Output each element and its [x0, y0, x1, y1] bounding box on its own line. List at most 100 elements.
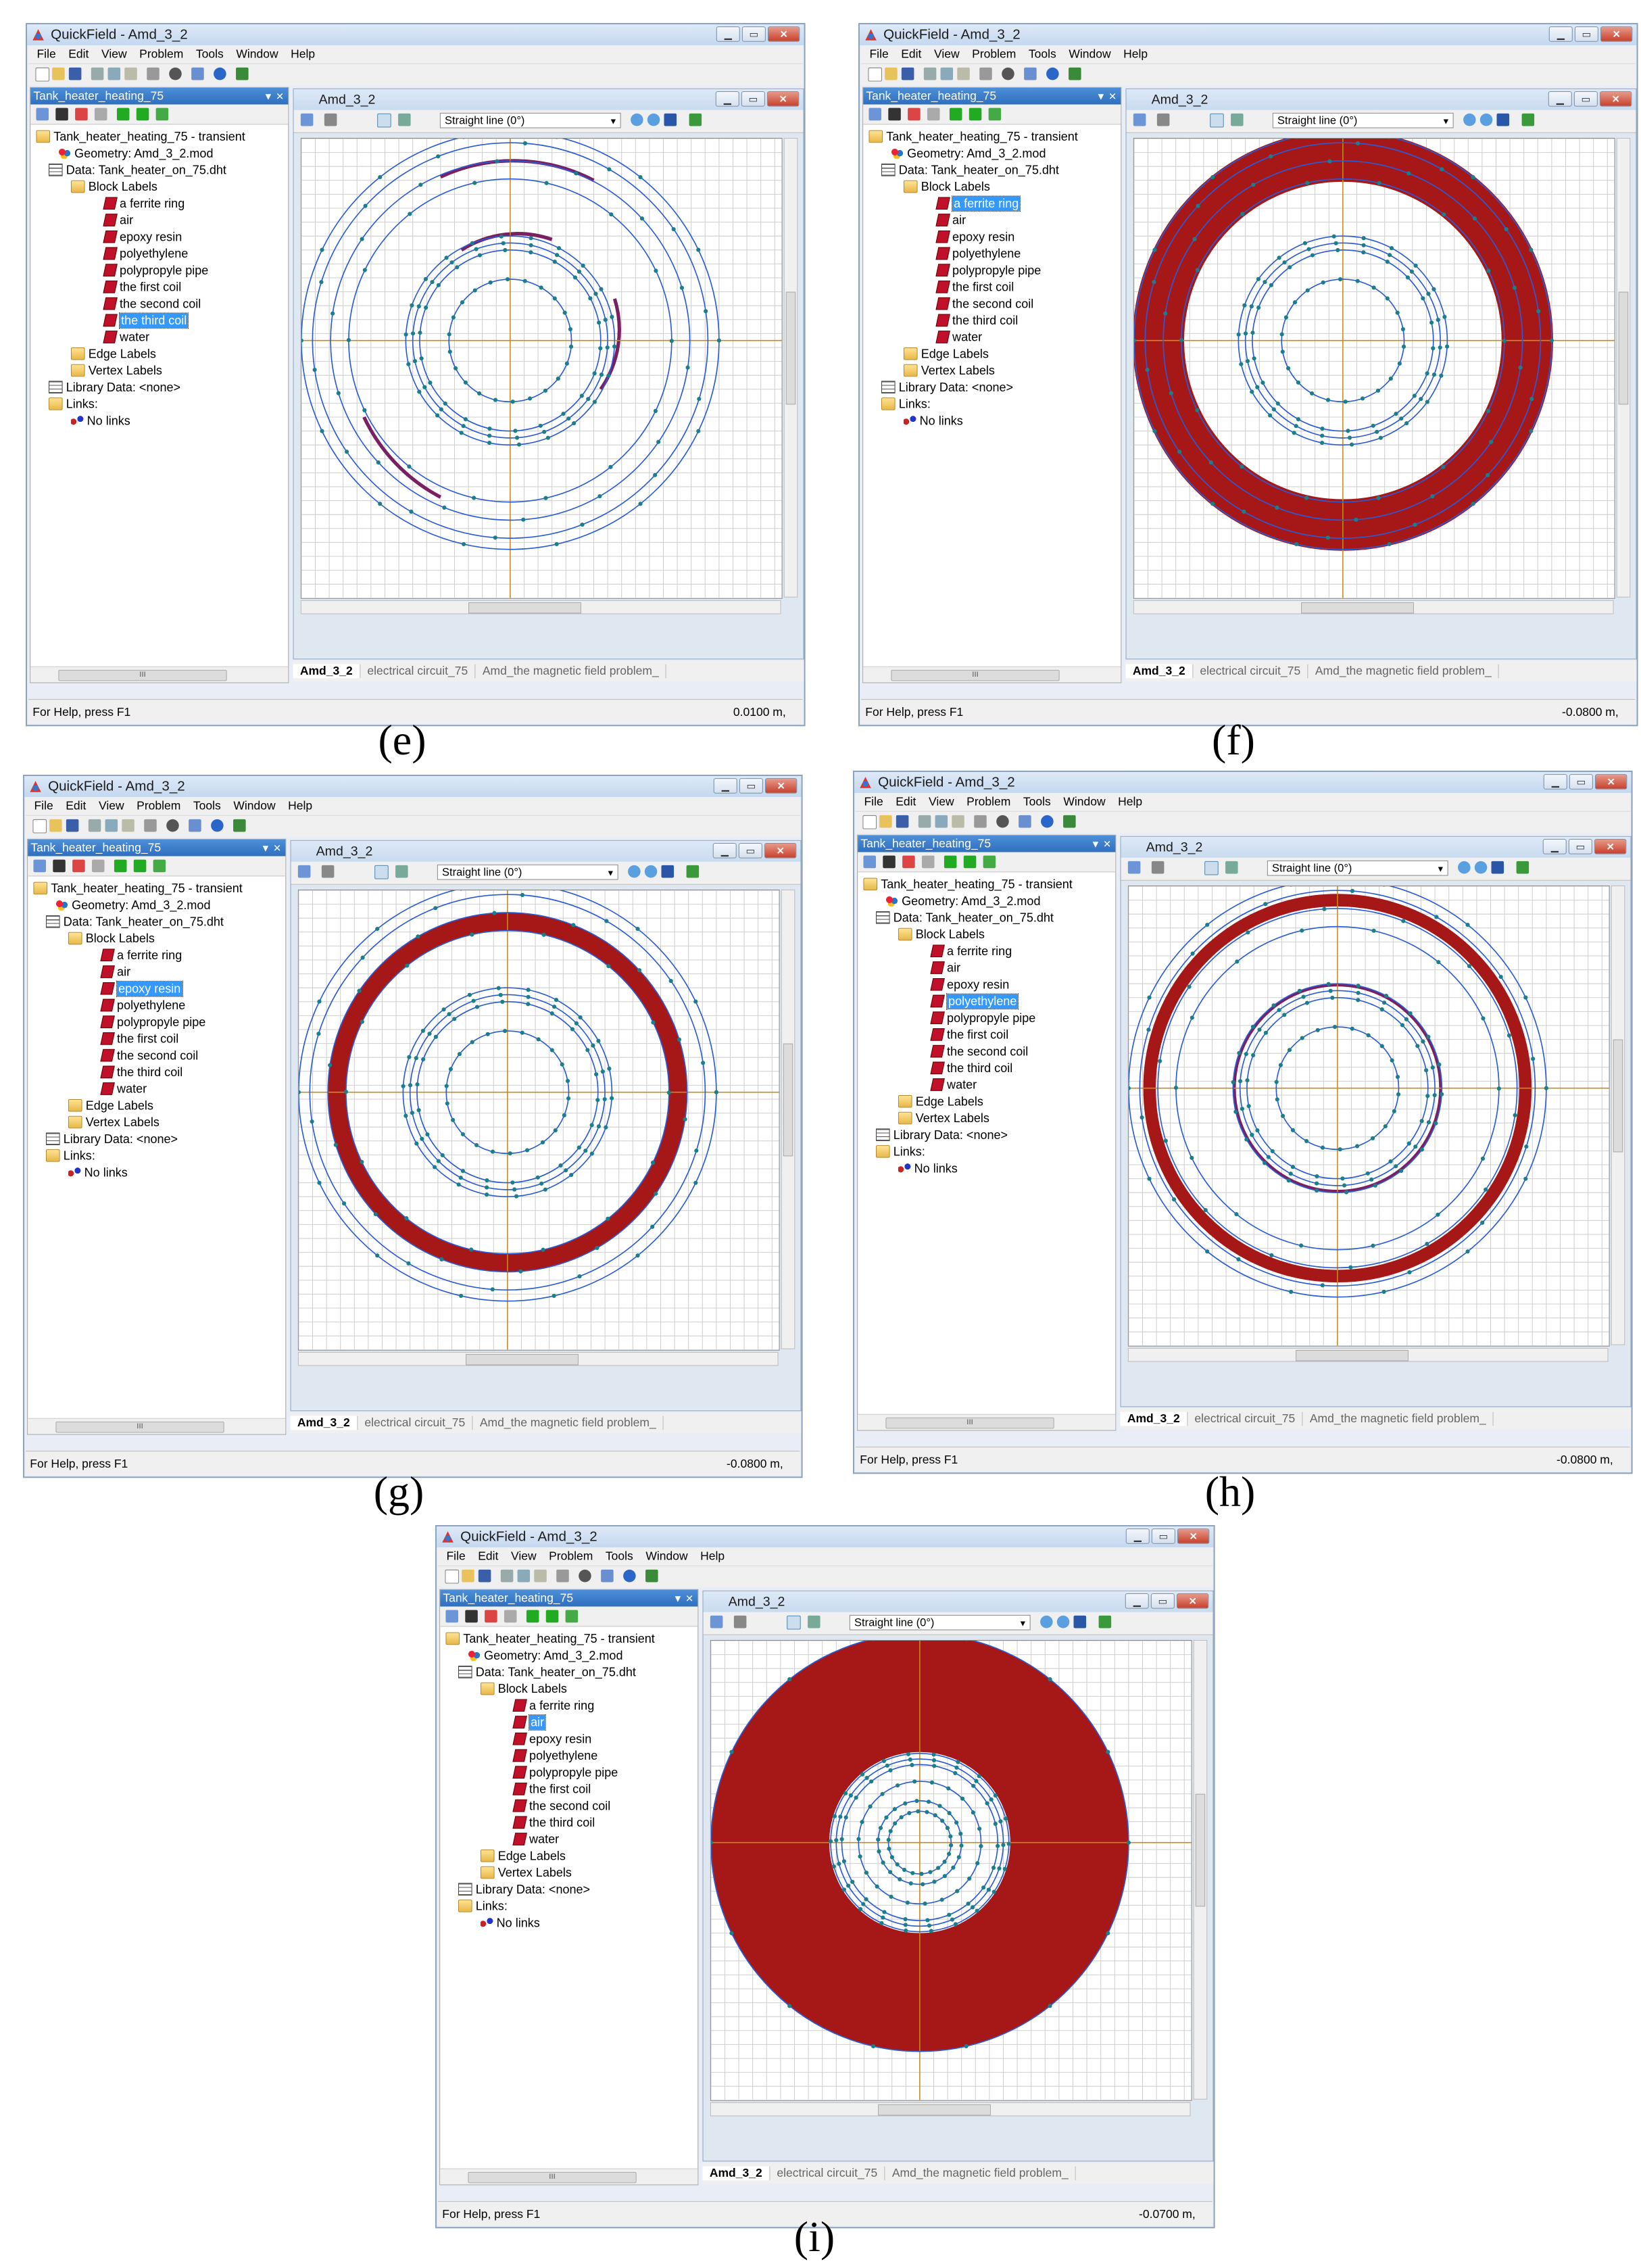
solve-icon[interactable]: [133, 859, 147, 873]
menu-file[interactable]: File: [34, 799, 53, 813]
print-icon[interactable]: [979, 67, 992, 80]
tree-block-label-selected[interactable]: a ferrite ring: [935, 195, 1021, 212]
geometry-tool-icon[interactable]: [72, 859, 85, 873]
copy-icon[interactable]: [107, 67, 121, 80]
open-folder-icon[interactable]: [879, 815, 892, 828]
view-mode-icon[interactable]: [1127, 861, 1141, 874]
menu-problem[interactable]: Problem: [549, 1549, 593, 1563]
tree-block-label[interactable]: the second coil: [935, 295, 1033, 312]
explorer-scroll-thumb[interactable]: III: [58, 669, 227, 681]
paste-icon[interactable]: [122, 819, 134, 832]
save-problem-icon[interactable]: [55, 107, 68, 121]
properties-icon[interactable]: [927, 107, 940, 121]
equals-icon[interactable]: [526, 1610, 539, 1623]
select-pointer-icon[interactable]: [377, 113, 391, 128]
menu-view[interactable]: View: [933, 47, 960, 61]
tree-links[interactable]: Links:: [48, 395, 98, 412]
doc-maximize-button[interactable]: ▭: [741, 91, 765, 107]
equals-icon[interactable]: [116, 107, 130, 121]
tree-block-label[interactable]: polyethylene: [512, 1747, 597, 1764]
menu-window[interactable]: Window: [236, 47, 278, 61]
canvas-vscroll-thumb[interactable]: [783, 1043, 793, 1157]
geometry-tool-icon[interactable]: [908, 107, 921, 121]
explorer-horizontal-scrollbar[interactable]: III: [440, 2168, 698, 2185]
print-icon[interactable]: [974, 815, 987, 828]
explorer-scroll-thumb[interactable]: III: [55, 1421, 224, 1433]
line-type-select[interactable]: Straight line (0°) ▼: [849, 1614, 1031, 1631]
explorer-horizontal-scrollbar[interactable]: III: [30, 666, 289, 683]
tab-amd-3-2[interactable]: Amd_3_2: [1125, 664, 1194, 679]
menu-tools[interactable]: Tools: [1028, 47, 1056, 61]
menu-view[interactable]: View: [101, 47, 127, 61]
tree-block-label[interactable]: epoxy resin: [103, 228, 182, 245]
tree-library-data[interactable]: Library Data: <none>: [881, 379, 1013, 395]
select-pointer-icon[interactable]: [1210, 113, 1224, 128]
gear-icon[interactable]: [996, 815, 1009, 828]
tab-amd-3-2[interactable]: Amd_3_2: [290, 1416, 358, 1430]
maximize-button[interactable]: ▭: [739, 778, 763, 794]
select-pointer-icon[interactable]: [787, 1615, 801, 1630]
tree-block-label[interactable]: polyethylene: [100, 997, 185, 1014]
geometry-tool-icon[interactable]: [902, 855, 915, 869]
maximize-button[interactable]: ▭: [1574, 26, 1598, 42]
menu-tools[interactable]: Tools: [193, 799, 221, 813]
tree-block-label[interactable]: air: [103, 212, 133, 228]
help-icon[interactable]: [1046, 67, 1059, 80]
canvas-vscroll-thumb[interactable]: [785, 291, 796, 405]
explorer-close-icon[interactable]: ▼ ✕: [672, 1592, 694, 1604]
mesh-icon[interactable]: [689, 113, 702, 126]
minimize-button[interactable]: ▁: [1125, 1528, 1150, 1544]
doc-close-button[interactable]: ✕: [1599, 91, 1632, 107]
paste-icon[interactable]: [952, 815, 964, 828]
solve-icon[interactable]: [136, 107, 149, 121]
tree-edge-labels[interactable]: Edge Labels: [68, 1097, 153, 1114]
cut-icon[interactable]: [91, 67, 104, 80]
menu-help[interactable]: Help: [1123, 47, 1148, 61]
tree-no-links[interactable]: No links: [70, 412, 130, 429]
menu-edit[interactable]: Edit: [478, 1549, 499, 1563]
tree-block-label-selected[interactable]: air: [512, 1714, 547, 1731]
view-icon[interactable]: [445, 1610, 458, 1623]
doc-close-button[interactable]: ✕: [1176, 1593, 1209, 1609]
context-help-icon[interactable]: [189, 819, 201, 832]
tree-block-label[interactable]: polyethylene: [103, 245, 188, 262]
save-problem-icon[interactable]: [53, 859, 66, 873]
menu-edit[interactable]: Edit: [901, 47, 922, 61]
menu-help[interactable]: Help: [700, 1549, 725, 1563]
canvas-hscroll-thumb[interactable]: [468, 602, 581, 614]
tree-block-label[interactable]: polypropyle pipe: [930, 1009, 1035, 1026]
tree-edge-labels[interactable]: Edge Labels: [70, 345, 156, 362]
results-icon[interactable]: [565, 1610, 579, 1623]
tree-block-label[interactable]: the second coil: [103, 295, 201, 312]
tab-magnetic-field-problem[interactable]: Amd_the magnetic field problem_: [1308, 664, 1500, 679]
zoom-fit-icon[interactable]: [664, 113, 677, 126]
tab-electrical-circuit[interactable]: electrical circuit_75: [770, 2166, 885, 2181]
explorer-horizontal-scrollbar[interactable]: III: [28, 1418, 286, 1434]
tree-block-label[interactable]: polypropyle pipe: [100, 1013, 205, 1030]
canvas-vscroll-thumb[interactable]: [1618, 291, 1629, 405]
tree-data[interactable]: Data: Tank_heater_on_75.dht: [48, 162, 226, 178]
results-icon[interactable]: [988, 107, 1002, 121]
zoom-in-icon[interactable]: [1458, 861, 1471, 874]
menu-help[interactable]: Help: [291, 47, 316, 61]
tree-problem[interactable]: Tank_heater_heating_75 - transient: [445, 1631, 655, 1647]
cut-icon[interactable]: [918, 815, 931, 828]
gear-icon[interactable]: [169, 67, 182, 80]
new-file-icon[interactable]: [35, 67, 50, 82]
view-mode-icon[interactable]: [300, 113, 314, 126]
magic-wand-icon[interactable]: [395, 865, 408, 878]
tree-block-label[interactable]: air: [935, 212, 966, 228]
menu-edit[interactable]: Edit: [896, 795, 916, 809]
view-mode-icon[interactable]: [1133, 113, 1146, 126]
menu-edit[interactable]: Edit: [68, 47, 89, 61]
minimize-button[interactable]: ▁: [713, 778, 737, 794]
menu-tools[interactable]: Tools: [195, 47, 224, 61]
solve-icon[interactable]: [969, 107, 982, 121]
context-help-icon[interactable]: [191, 67, 204, 80]
tree-block-label-selected[interactable]: epoxy resin: [100, 980, 183, 997]
menu-problem[interactable]: Problem: [972, 47, 1017, 61]
tree-edge-labels[interactable]: Edge Labels: [903, 345, 989, 362]
close-button[interactable]: ✕: [1177, 1528, 1210, 1544]
tree-geometry[interactable]: Geometry: Amd_3_2.mod: [891, 145, 1046, 162]
canvas-hscroll-thumb[interactable]: [878, 2104, 991, 2116]
